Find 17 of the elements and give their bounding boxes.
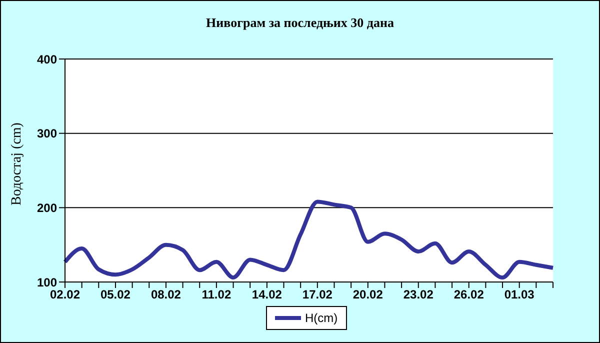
x-tick-label: 20.02 [352, 288, 384, 302]
x-tick-label: 26.02 [454, 288, 484, 302]
x-tick-label: 02.02 [50, 288, 80, 302]
x-tick-label: 17.02 [302, 288, 333, 302]
x-tick-label: 05.02 [100, 288, 131, 302]
y-tick-label: 100 [36, 275, 58, 290]
x-tick-label: 01.03 [504, 288, 535, 302]
x-tick-label: 08.02 [150, 288, 182, 302]
y-tick-label: 200 [36, 200, 58, 215]
y-tick-label: 300 [36, 126, 58, 141]
y-axis-title: Водостај (cm) [9, 122, 25, 206]
x-tick-label: 23.02 [403, 288, 434, 302]
legend-label: H(cm) [304, 311, 338, 325]
chart-title: Нивограм за последњих 30 дана [205, 15, 395, 31]
x-tick-label: 11.02 [202, 288, 232, 302]
y-tick-label: 400 [36, 52, 58, 66]
x-tick-label: 14.02 [252, 288, 282, 302]
